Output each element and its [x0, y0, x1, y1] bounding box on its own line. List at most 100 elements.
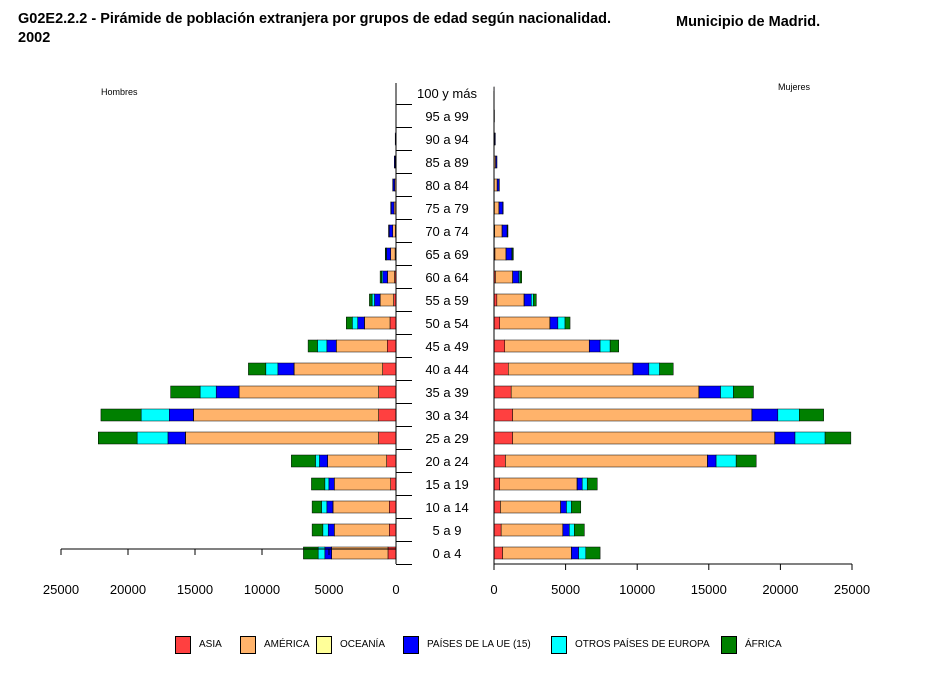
bar-mujeres-9-0 — [493, 339, 505, 353]
bar-mujeres-5-0 — [493, 431, 513, 445]
bar-hombres-7-0 — [378, 385, 397, 399]
bar-mujeres-10-4 — [557, 316, 566, 330]
legend-swatch-3 — [403, 636, 419, 654]
legend-label-2: OCEANÍA — [340, 639, 386, 650]
age-label-17: 85 a 89 — [425, 155, 468, 170]
bar-hombres-4-0 — [386, 454, 397, 468]
bar-hombres-12-5 — [379, 270, 382, 284]
age-label-15: 75 a 79 — [425, 201, 468, 216]
bar-hombres-5-1 — [185, 431, 379, 445]
hombres-x-tick-label-1: 5000 — [315, 582, 344, 597]
mujeres-panel-label: Mujeres — [778, 82, 811, 92]
bar-hombres-2-3 — [326, 500, 334, 514]
bar-hombres-9-4 — [317, 339, 328, 353]
mujeres-x-tick-label-4: 20000 — [762, 582, 798, 597]
bar-mujeres-0-3 — [571, 546, 579, 560]
mujeres-x-tick-label-3: 15000 — [691, 582, 727, 597]
bar-mujeres-7-5 — [733, 385, 754, 399]
legend-swatch-4 — [551, 636, 567, 654]
bar-mujeres-2-3 — [560, 500, 567, 514]
bar-hombres-4-3 — [319, 454, 328, 468]
bar-mujeres-4-0 — [493, 454, 506, 468]
bar-hombres-5-5 — [98, 431, 138, 445]
bar-hombres-4-1 — [327, 454, 387, 468]
bar-mujeres-8-1 — [508, 362, 634, 376]
legend-swatch-1 — [240, 636, 256, 654]
bar-mujeres-12-3 — [512, 270, 520, 284]
bar-mujeres-2-4 — [566, 500, 572, 514]
bar-hombres-9-0 — [387, 339, 397, 353]
bar-mujeres-8-4 — [648, 362, 660, 376]
bar-hombres-13-1 — [390, 247, 396, 261]
bar-mujeres-9-3 — [589, 339, 601, 353]
bar-hombres-7-3 — [215, 385, 240, 399]
bar-mujeres-4-1 — [505, 454, 708, 468]
bar-hombres-8-0 — [382, 362, 397, 376]
legend-label-5: ÁFRICA — [745, 639, 782, 650]
bar-hombres-12-3 — [382, 270, 388, 284]
bar-hombres-10-3 — [357, 316, 365, 330]
chart-title: G02E2.2.2 - Pirámide de población extran… — [18, 11, 612, 27]
age-group-labels: 0 a 4 5 a 9 10 a 14 15 a 19 20 a 24 25 a 29 30… — [417, 86, 477, 561]
age-label-1: 5 a 9 — [433, 523, 462, 538]
bar-hombres-12-1 — [387, 270, 395, 284]
age-label-3: 15 a 19 — [425, 477, 468, 492]
bar-mujeres-6-0 — [493, 408, 513, 422]
bar-mujeres-8-0 — [493, 362, 509, 376]
bar-mujeres-13-1 — [494, 247, 507, 261]
bar-mujeres-6-1 — [512, 408, 753, 422]
bar-mujeres-3-5 — [586, 477, 598, 491]
bar-hombres-13-5 — [384, 247, 387, 261]
bar-mujeres-4-3 — [707, 454, 717, 468]
mujeres-x-tick-label-1: 5000 — [551, 582, 580, 597]
bar-mujeres-11-1 — [496, 293, 525, 307]
bar-hombres-2-1 — [332, 500, 390, 514]
bar-mujeres-16-3 — [496, 178, 500, 192]
hombres-panel: 0 5000 10000 15000 20000 25000 Hombres — [43, 83, 412, 597]
bar-mujeres-9-4 — [599, 339, 611, 353]
bar-mujeres-10-5 — [564, 316, 571, 330]
bar-hombres-3-0 — [390, 477, 397, 491]
bar-mujeres-16-1 — [494, 178, 498, 192]
bar-mujeres-5-3 — [774, 431, 796, 445]
age-label-16: 80 a 84 — [425, 178, 468, 193]
bar-mujeres-15-1 — [494, 201, 500, 215]
bar-mujeres-11-3 — [523, 293, 532, 307]
bar-mujeres-13-3 — [505, 247, 513, 261]
bar-hombres-8-4 — [265, 362, 279, 376]
bar-hombres-8-1 — [293, 362, 383, 376]
bar-mujeres-8-5 — [659, 362, 674, 376]
bar-mujeres-11-4 — [531, 293, 534, 307]
bar-mujeres-7-1 — [510, 385, 700, 399]
age-label-5: 25 a 29 — [425, 431, 468, 446]
bar-mujeres-10-3 — [549, 316, 559, 330]
bar-mujeres-6-4 — [777, 408, 800, 422]
bar-hombres-1-1 — [334, 523, 390, 537]
bar-hombres-11-1 — [379, 293, 394, 307]
legend-swatch-2 — [316, 636, 332, 654]
bar-mujeres-0-1 — [502, 546, 572, 560]
bar-hombres-8-5 — [248, 362, 267, 376]
bar-mujeres-5-4 — [794, 431, 826, 445]
bar-hombres-6-5 — [100, 408, 142, 422]
legend-label-4: OTROS PAÍSES DE EUROPA — [575, 639, 710, 650]
bar-mujeres-9-1 — [504, 339, 590, 353]
bar-hombres-3-3 — [328, 477, 335, 491]
bar-mujeres-12-5 — [519, 270, 522, 284]
bar-hombres-11-3 — [374, 293, 381, 307]
bar-mujeres-15-3 — [498, 201, 503, 215]
age-label-2: 10 a 14 — [425, 500, 468, 515]
age-label-8: 40 a 44 — [425, 362, 468, 377]
age-label-7: 35 a 39 — [425, 385, 468, 400]
bar-mujeres-18-3 — [494, 132, 496, 146]
bar-hombres-7-4 — [199, 385, 217, 399]
bar-mujeres-10-1 — [499, 316, 551, 330]
age-label-0: 0 a 4 — [433, 546, 462, 561]
bar-hombres-16-3 — [392, 178, 395, 192]
bar-mujeres-7-0 — [493, 385, 512, 399]
bar-hombres-9-5 — [307, 339, 318, 353]
bar-hombres-3-5 — [311, 477, 326, 491]
bar-mujeres-14-5 — [507, 224, 509, 238]
mujeres-x-tick-label-2: 10000 — [619, 582, 655, 597]
chart-title-municipality: Municipio de Madrid. — [676, 14, 821, 30]
